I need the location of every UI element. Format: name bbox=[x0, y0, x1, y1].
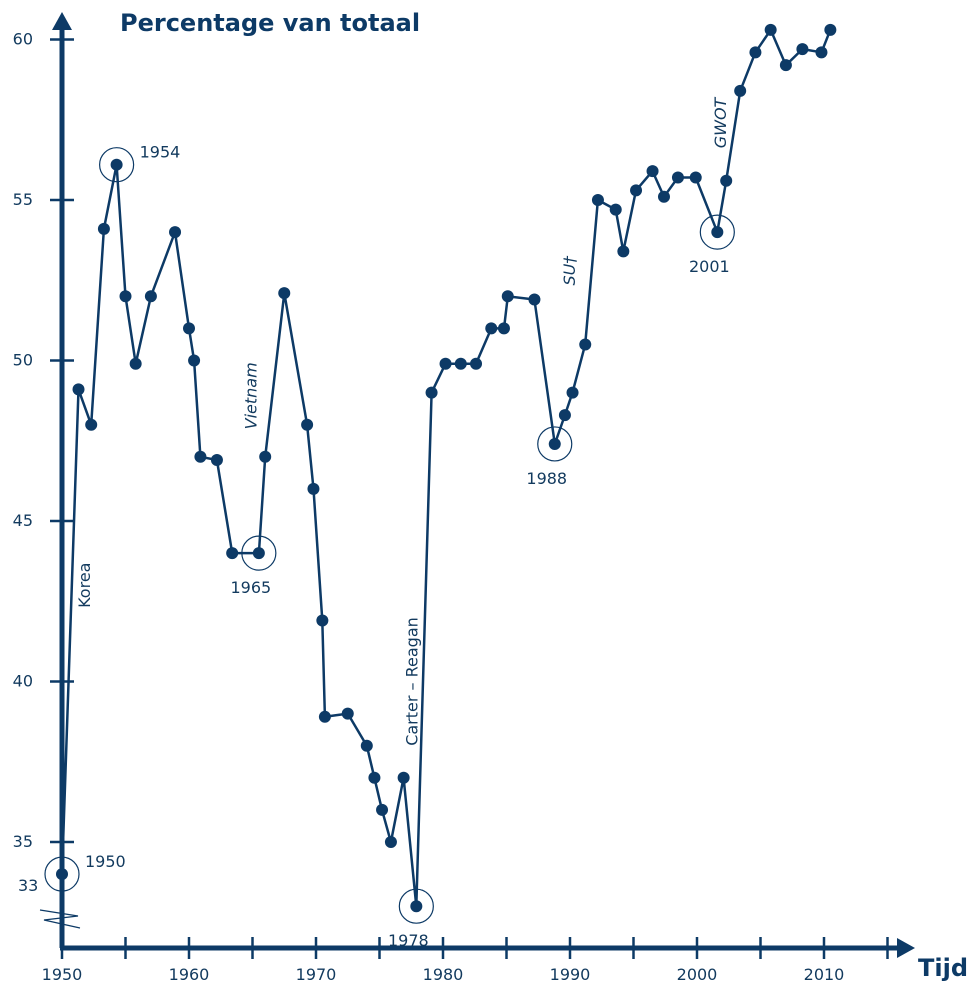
x-tick-label: 2010 bbox=[804, 965, 845, 984]
data-point bbox=[301, 418, 314, 431]
highlight-label: 1950 bbox=[85, 852, 126, 871]
data-point bbox=[307, 482, 320, 495]
annotations: Korea Vietnam Carter – Reagan SU† GWOT bbox=[75, 96, 730, 745]
data-point bbox=[646, 165, 659, 178]
data-point bbox=[630, 184, 643, 197]
data-point bbox=[188, 354, 201, 367]
data-point bbox=[711, 226, 724, 239]
x-tick-label: 1980 bbox=[423, 965, 464, 984]
y-tick-label: 55 bbox=[13, 190, 33, 209]
data-point bbox=[591, 194, 604, 206]
y-axis-break-icon bbox=[39, 909, 81, 929]
data-point bbox=[360, 739, 373, 752]
data-point bbox=[548, 437, 561, 450]
data-point bbox=[341, 707, 354, 720]
y-tick-label: 40 bbox=[13, 672, 33, 691]
data-point bbox=[169, 226, 182, 239]
highlight-label: 1988 bbox=[526, 469, 567, 488]
data-point bbox=[376, 803, 389, 816]
data-point bbox=[720, 174, 733, 187]
data-point bbox=[657, 190, 670, 203]
data-point bbox=[397, 771, 410, 784]
data-point bbox=[226, 547, 239, 560]
x-axis-arrow-icon bbox=[897, 938, 915, 958]
data-point bbox=[384, 836, 397, 848]
data-point bbox=[689, 171, 702, 184]
data-point bbox=[470, 357, 483, 370]
x-axis-label: Tijd bbox=[918, 954, 968, 982]
data-point bbox=[609, 203, 622, 216]
data-point bbox=[779, 59, 792, 72]
data-point bbox=[110, 158, 123, 171]
data-point bbox=[425, 386, 438, 399]
annotation-label: SU† bbox=[560, 255, 579, 286]
data-point bbox=[558, 409, 571, 422]
annotation-label: GWOT bbox=[711, 96, 730, 148]
data-point bbox=[824, 23, 837, 36]
highlight-label: 1954 bbox=[140, 143, 181, 162]
axes bbox=[39, 12, 915, 959]
highlight-circle bbox=[398, 888, 434, 924]
data-point bbox=[796, 43, 809, 56]
data-point bbox=[485, 322, 498, 335]
data-point bbox=[617, 245, 630, 258]
data-points bbox=[56, 23, 837, 913]
data-point bbox=[318, 710, 331, 723]
data-point bbox=[764, 23, 777, 36]
highlight-label: 1978 bbox=[388, 931, 429, 950]
data-point bbox=[579, 338, 592, 351]
data-point bbox=[368, 771, 381, 784]
data-point bbox=[144, 290, 157, 303]
data-point bbox=[439, 357, 452, 370]
data-point bbox=[501, 290, 514, 303]
data-point bbox=[734, 84, 747, 97]
data-point bbox=[72, 383, 85, 396]
y-tick-label: 35 bbox=[13, 832, 33, 851]
data-point bbox=[454, 357, 467, 370]
highlight-label: 1965 bbox=[230, 578, 271, 597]
highlight-circle bbox=[44, 856, 80, 892]
annotation-label: Korea bbox=[75, 563, 94, 608]
data-point bbox=[528, 293, 541, 306]
x-tick-label: 1970 bbox=[296, 965, 337, 984]
data-point bbox=[194, 450, 207, 463]
highlight-circle bbox=[99, 147, 135, 183]
highlight-circle bbox=[241, 535, 277, 571]
data-point bbox=[497, 322, 510, 335]
data-point bbox=[119, 290, 132, 303]
tick-labels: 1950 1960 1970 1980 1990 2000 2010 35 40 45 50 55 60 bbox=[13, 30, 845, 985]
x-tick-label: 1990 bbox=[550, 965, 591, 984]
highlight-circles: 1950 1954 1965 1978 1988 2001 bbox=[44, 143, 735, 950]
data-point bbox=[410, 900, 423, 913]
data-point bbox=[316, 614, 329, 627]
data-point bbox=[210, 454, 223, 467]
annotation-label: Vietnam bbox=[241, 362, 260, 429]
data-point bbox=[252, 547, 265, 560]
y-tick-label: 45 bbox=[13, 511, 33, 530]
y-axis-arrow-icon bbox=[52, 12, 72, 30]
y-break-label: 33 bbox=[18, 876, 38, 895]
x-tick-label: 1950 bbox=[42, 965, 83, 984]
data-point bbox=[97, 222, 110, 235]
annotation-label: Carter – Reagan bbox=[403, 617, 422, 746]
data-point bbox=[259, 450, 272, 463]
y-tick-label: 50 bbox=[13, 351, 33, 370]
x-tick-label: 1960 bbox=[169, 965, 210, 984]
highlight-label: 2001 bbox=[689, 257, 730, 276]
y-tick-label: 60 bbox=[13, 30, 33, 49]
data-point bbox=[749, 46, 762, 59]
x-tick-label: 2000 bbox=[677, 965, 718, 984]
data-point bbox=[183, 322, 195, 335]
data-point bbox=[671, 171, 684, 184]
data-point bbox=[566, 386, 579, 399]
data-point bbox=[815, 46, 828, 59]
chart-title: Percentage van totaal bbox=[120, 9, 420, 37]
data-point bbox=[85, 418, 98, 431]
data-point bbox=[129, 357, 142, 370]
data-point bbox=[56, 868, 68, 881]
highlight-circle bbox=[537, 426, 573, 462]
highlight-circle bbox=[699, 214, 735, 250]
data-point bbox=[278, 287, 291, 300]
